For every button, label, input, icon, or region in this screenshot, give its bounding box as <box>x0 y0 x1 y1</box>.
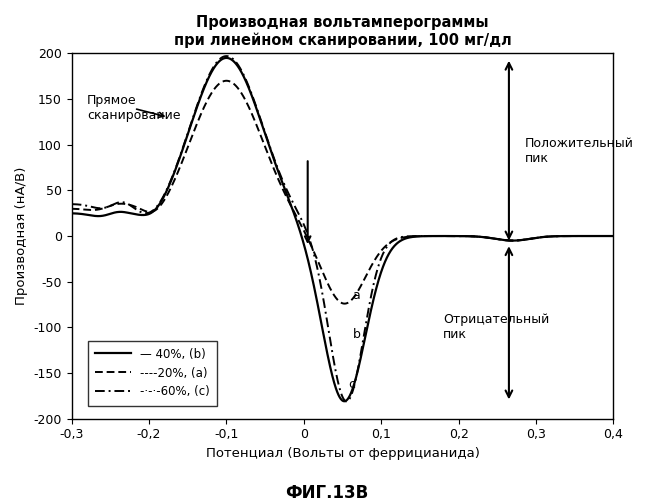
Text: Положительный
пик: Положительный пик <box>525 137 633 165</box>
Text: Отрицательный
пик: Отрицательный пик <box>443 314 549 342</box>
Title: Производная вольтамперограммы
при линейном сканировании, 100 мг/дл: Производная вольтамперограммы при линейн… <box>174 15 511 48</box>
Text: Прямое
сканирование: Прямое сканирование <box>87 94 181 122</box>
Y-axis label: Производная (нА/В): Производная (нА/В) <box>15 167 28 305</box>
Text: b: b <box>353 328 360 341</box>
X-axis label: Потенциал (Вольты от феррицианида): Потенциал (Вольты от феррицианида) <box>205 447 479 460</box>
Text: a: a <box>353 289 360 302</box>
Legend: — 40%, (b), ----20%, (a), -·-·-60%, (c): — 40%, (b), ----20%, (a), -·-·-60%, (c) <box>88 340 217 406</box>
Text: ФИГ.13В: ФИГ.13В <box>285 484 369 500</box>
Text: c: c <box>349 378 356 390</box>
